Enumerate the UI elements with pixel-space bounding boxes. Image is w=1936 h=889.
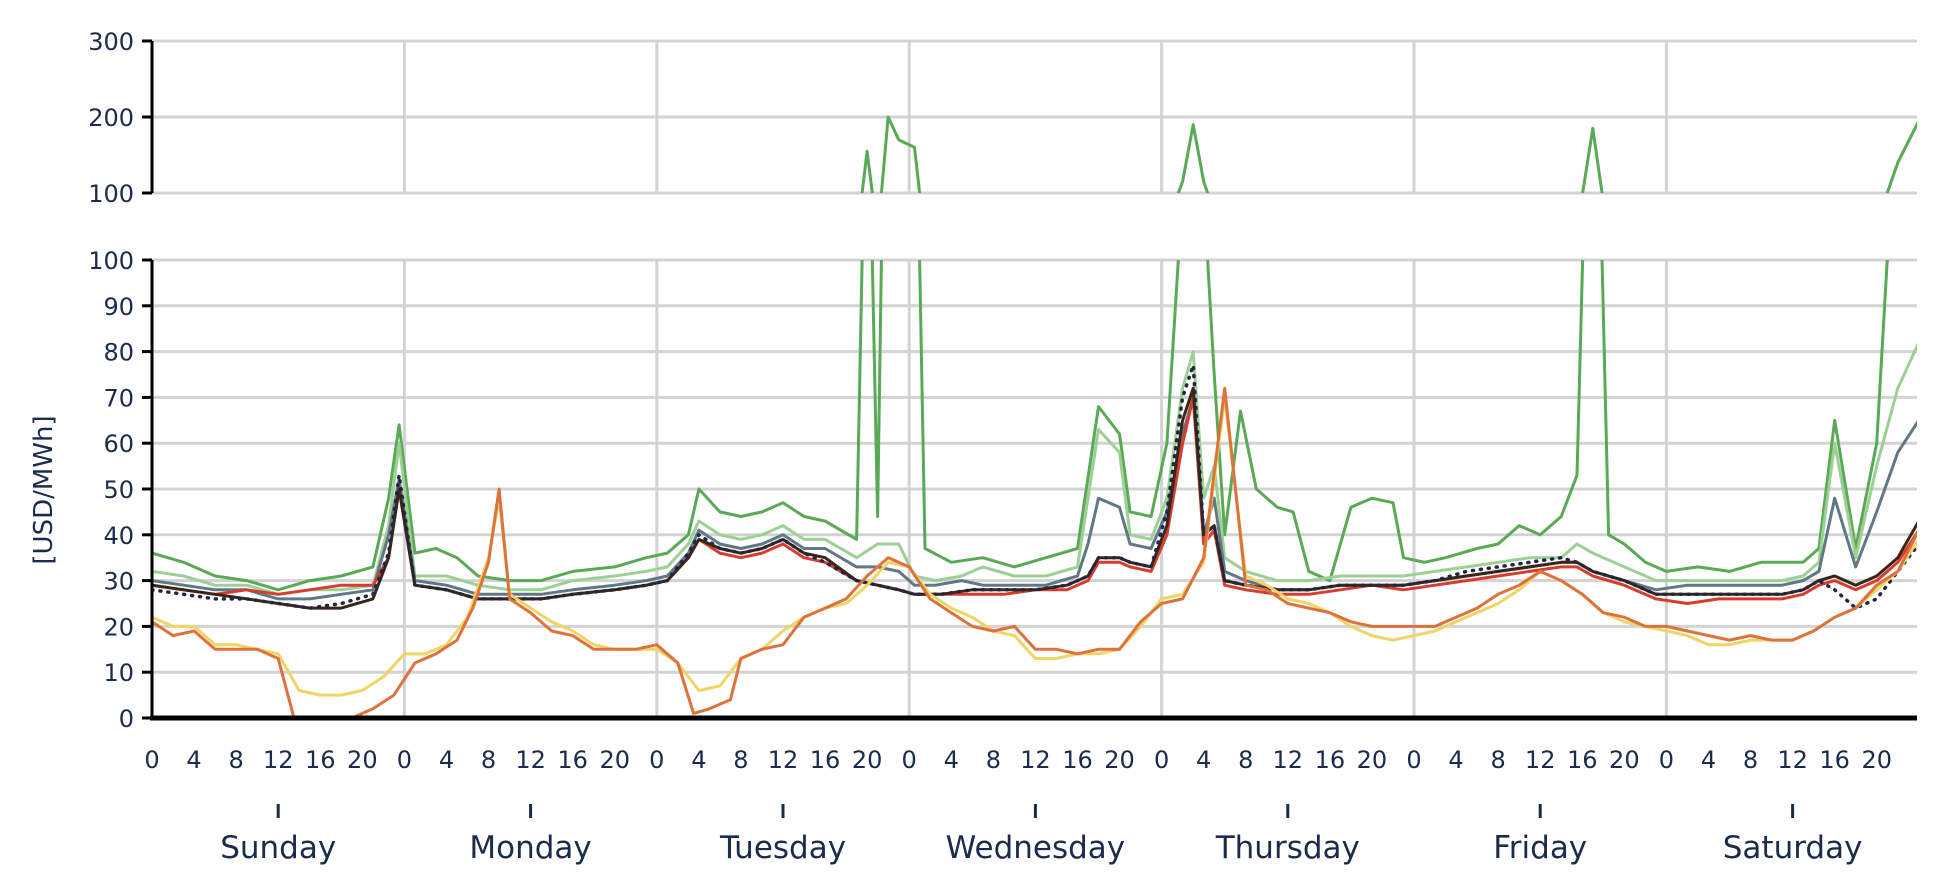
y-tick-label: 200 <box>88 104 134 132</box>
y-tick-label: 90 <box>103 293 134 321</box>
x-tick-label: 20 <box>599 746 630 774</box>
x-tick-label: 8 <box>986 746 1001 774</box>
x-tick-label: 12 <box>1273 746 1304 774</box>
x-tick-label: 8 <box>1490 746 1505 774</box>
x-tick-label: 8 <box>1238 746 1253 774</box>
x-tick-label: 0 <box>902 746 917 774</box>
y-tick-label: 300 <box>88 28 134 56</box>
day-label: Saturday <box>1723 830 1863 866</box>
x-tick-label: 0 <box>144 746 159 774</box>
x-tick-label: 16 <box>305 746 336 774</box>
x-tick-label: 12 <box>768 746 799 774</box>
series-line-upper-3 <box>152 216 1936 251</box>
day-label: Wednesday <box>946 830 1125 866</box>
x-tick-label: 4 <box>439 746 454 774</box>
day-label: Friday <box>1493 830 1587 866</box>
y-tick-label: 30 <box>103 568 134 596</box>
day-label: Thursday <box>1215 830 1360 866</box>
x-tick-label: 20 <box>1357 746 1388 774</box>
x-tick-label: 8 <box>733 746 748 774</box>
series-line-lower-4 <box>152 386 1917 610</box>
day-label: Sunday <box>220 830 336 866</box>
x-tick-label: 0 <box>1154 746 1169 774</box>
x-tick-label: 4 <box>186 746 201 774</box>
y-tick-label: 100 <box>88 247 134 275</box>
x-tick-label: 16 <box>810 746 841 774</box>
x-tick-label: 20 <box>852 746 883 774</box>
x-tick-label: 8 <box>1743 746 1758 774</box>
x-tick-label: 20 <box>1861 746 1892 774</box>
series-line-lower-6 <box>152 395 1917 697</box>
y-tick-label: 70 <box>103 384 134 412</box>
series-line-upper-5 <box>152 211 1936 253</box>
series-line-upper-1 <box>152 192 1936 249</box>
y-tick-label: 100 <box>88 180 134 208</box>
x-tick-label: 8 <box>228 746 243 774</box>
x-tick-label: 0 <box>649 746 664 774</box>
x-tick-label: 4 <box>1448 746 1463 774</box>
x-tick-label: 16 <box>557 746 588 774</box>
y-axis-label: [USD/MWh] <box>29 415 59 564</box>
x-tick-label: 4 <box>1701 746 1716 774</box>
x-tick-label: 12 <box>263 746 294 774</box>
x-tick-label: 0 <box>1406 746 1421 774</box>
series-line-upper-4 <box>152 214 1936 251</box>
x-tick-label: 16 <box>1567 746 1598 774</box>
y-tick-label: 40 <box>103 522 134 550</box>
x-tick-label: 12 <box>1777 746 1808 774</box>
x-tick-label: 0 <box>397 746 412 774</box>
x-tick-label: 4 <box>944 746 959 774</box>
y-tick-label: 60 <box>103 430 134 458</box>
y-tick-label: 10 <box>103 659 134 687</box>
x-tick-label: 4 <box>1196 746 1211 774</box>
series-line-upper-6 <box>152 216 1936 265</box>
x-tick-label: 12 <box>515 746 546 774</box>
series-line-lower-0 <box>152 260 1889 592</box>
y-tick-label: 20 <box>103 613 134 641</box>
series-line-lower-7 <box>152 386 1917 720</box>
series-group <box>152 115 1936 720</box>
x-tick-label: 20 <box>1104 746 1135 774</box>
x-tick-label: 20 <box>347 746 378 774</box>
x-tick-label: 16 <box>1315 746 1346 774</box>
x-tick-label: 4 <box>691 746 706 774</box>
upper-panel <box>152 115 1936 265</box>
x-tick-label: 0 <box>1659 746 1674 774</box>
y-tick-label: 50 <box>103 476 134 504</box>
series-line-lower-5 <box>152 363 1917 610</box>
y-tick-label: 0 <box>119 705 134 733</box>
x-tick-label: 20 <box>1609 746 1640 774</box>
day-label: Tuesday <box>719 830 846 866</box>
x-tick-label: 16 <box>1062 746 1093 774</box>
x-tick-label: 12 <box>1525 746 1556 774</box>
series-line-lower-1 <box>152 342 1917 596</box>
series-line-upper-2 <box>152 210 1936 250</box>
x-tick-label: 12 <box>1020 746 1051 774</box>
x-tick-label: 16 <box>1819 746 1850 774</box>
x-tick-label: 8 <box>481 746 496 774</box>
day-label: Monday <box>469 830 591 866</box>
lower-panel <box>152 260 1917 720</box>
grid <box>152 39 1917 718</box>
y-tick-label: 80 <box>103 339 134 367</box>
